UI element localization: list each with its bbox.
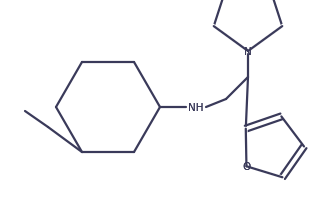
Text: O: O	[242, 161, 250, 171]
Text: O: O	[242, 161, 250, 171]
Text: N: N	[244, 47, 252, 57]
Text: NH: NH	[188, 102, 204, 113]
Text: N: N	[244, 47, 252, 57]
Text: NH: NH	[188, 102, 204, 113]
